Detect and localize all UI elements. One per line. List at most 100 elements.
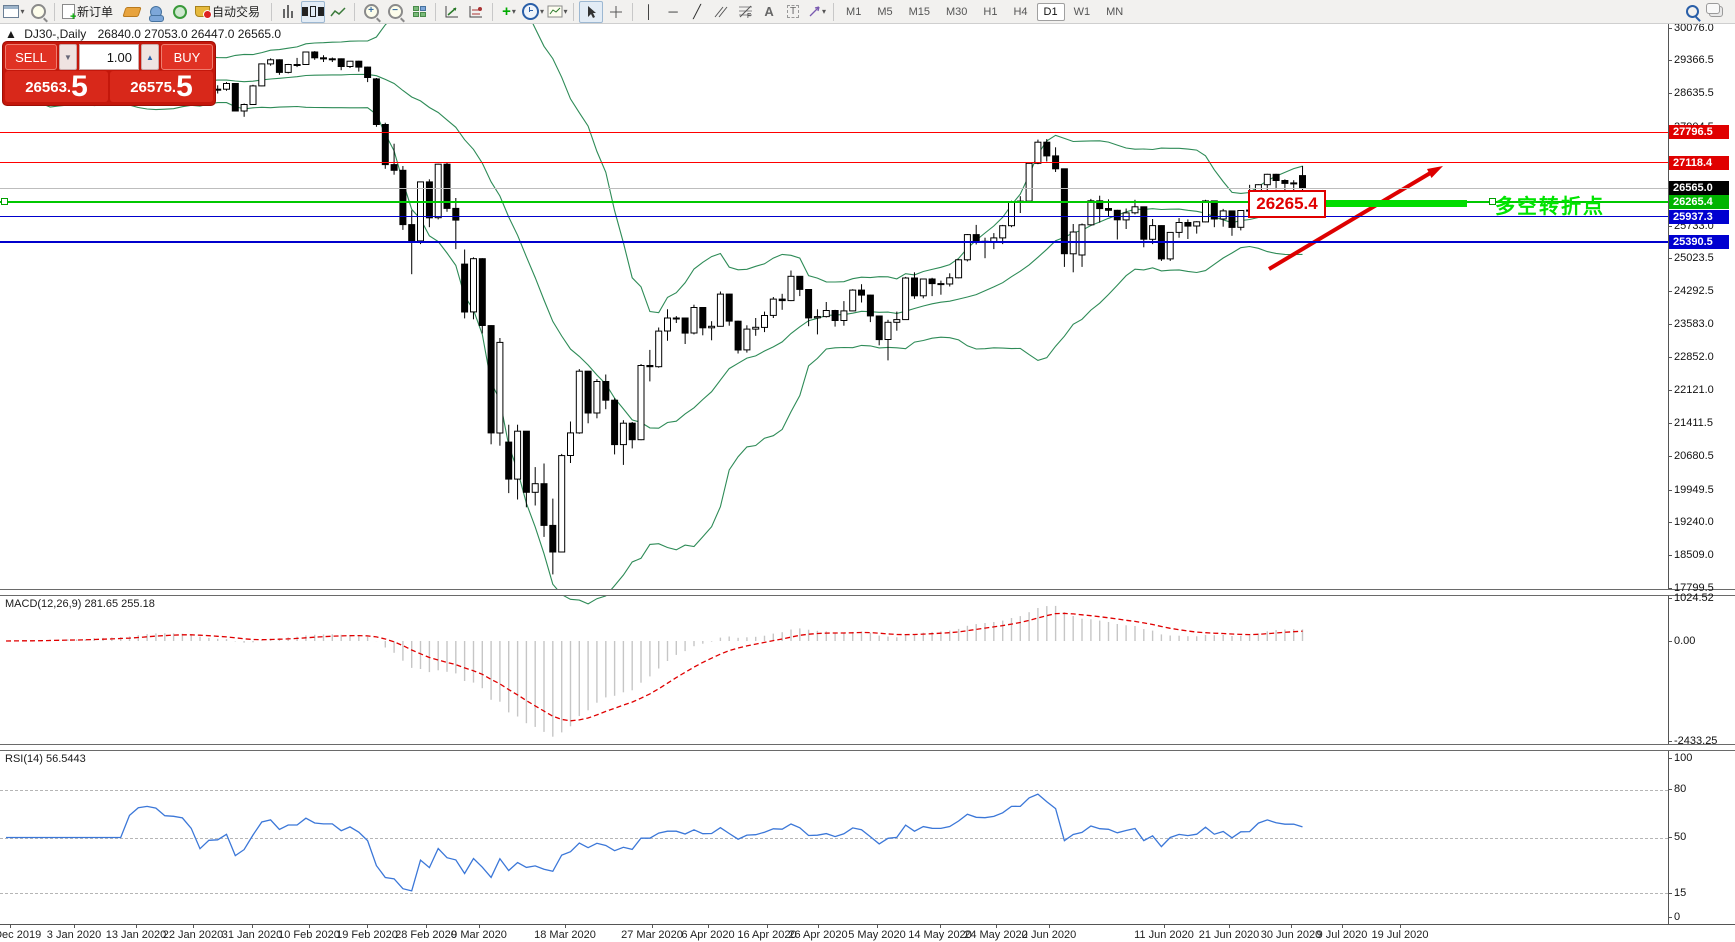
arrows-icon[interactable]: ▾ bbox=[806, 2, 828, 22]
timeframe-h1[interactable]: H1 bbox=[983, 5, 998, 18]
bar-chart-icon[interactable] bbox=[277, 2, 299, 22]
price-axis-border bbox=[1668, 24, 1669, 925]
timeframe-m1[interactable]: M1 bbox=[846, 5, 862, 18]
price-tick-label: 22852.0 bbox=[1674, 351, 1714, 364]
vertical-line-icon[interactable]: │ bbox=[644, 4, 654, 19]
add-indicator-icon[interactable]: + ▾ bbox=[502, 3, 516, 20]
macd-tick-dash bbox=[1668, 741, 1672, 742]
red-trendline[interactable] bbox=[1267, 170, 1434, 271]
separator bbox=[833, 2, 835, 21]
volume-input[interactable]: 1.00 bbox=[79, 44, 139, 70]
turning-point-note[interactable]: 多空转折点 bbox=[1495, 196, 1605, 218]
line-chart-icon[interactable] bbox=[327, 2, 349, 22]
candle-body bbox=[937, 283, 945, 286]
periods-icon[interactable]: ▾ bbox=[522, 2, 544, 22]
signals-icon[interactable] bbox=[169, 2, 191, 22]
new-order-button[interactable]: + 新订单 bbox=[60, 2, 119, 23]
buy-button[interactable]: BUY bbox=[161, 44, 213, 70]
autotrade-button[interactable]: 自动交易 bbox=[193, 2, 266, 22]
macd-splitter[interactable] bbox=[0, 589, 1735, 596]
candle-body bbox=[928, 278, 936, 285]
candlestick-chart-icon[interactable] bbox=[301, 0, 326, 23]
horizontal-level-line[interactable] bbox=[0, 240, 1668, 243]
sell-button[interactable]: SELL bbox=[5, 44, 57, 70]
cursor-icon[interactable] bbox=[579, 0, 604, 23]
timeframe-group: M1 M5 M15 M30 H1 H4 D1 W1 MN bbox=[838, 2, 1131, 21]
horizontal-level-line[interactable] bbox=[0, 131, 1668, 133]
horizontal-level-line[interactable] bbox=[0, 162, 1668, 164]
autotrade-icon bbox=[195, 6, 213, 19]
price-tick-label: 19240.0 bbox=[1674, 515, 1714, 528]
timeframe-h4[interactable]: H4 bbox=[1013, 5, 1028, 18]
tile-windows-icon[interactable] bbox=[408, 2, 430, 22]
hline-handle-left[interactable] bbox=[1, 198, 8, 205]
candle-body bbox=[884, 321, 892, 340]
time-tick-label: 27 Mar 2020 bbox=[621, 929, 683, 941]
chat-icon[interactable] bbox=[1705, 2, 1727, 22]
hline-handle-right[interactable] bbox=[1489, 198, 1496, 205]
macd-tick-label: 1024.52 bbox=[1674, 592, 1714, 605]
red-trendline-arrowhead bbox=[1427, 166, 1443, 178]
grid-icon[interactable] bbox=[465, 2, 487, 22]
candle-body bbox=[875, 315, 883, 341]
search-icon[interactable] bbox=[1681, 2, 1703, 22]
candle-body bbox=[514, 430, 522, 480]
price-tick-dash bbox=[1668, 587, 1672, 589]
text-icon[interactable]: A bbox=[764, 4, 774, 19]
timeframe-m15[interactable]: M15 bbox=[908, 5, 931, 18]
chart-window-icon[interactable]: ▾ bbox=[3, 2, 25, 22]
zoom-window-icon[interactable] bbox=[27, 2, 49, 22]
timeframe-mn[interactable]: MN bbox=[1106, 5, 1124, 18]
candle-body bbox=[461, 263, 469, 313]
volume-increase-button[interactable]: ▲ bbox=[141, 44, 159, 70]
volume-decrease-button[interactable]: ▼ bbox=[59, 44, 77, 70]
collapse-arrow-icon[interactable]: ▲ bbox=[5, 27, 17, 41]
time-tick-dash bbox=[309, 924, 310, 928]
candle-body bbox=[214, 88, 222, 91]
rsi-splitter[interactable] bbox=[0, 744, 1735, 751]
candle-body bbox=[866, 294, 874, 317]
price-tick-label: 25023.5 bbox=[1674, 252, 1714, 264]
fibonacci-icon[interactable]: F bbox=[734, 2, 756, 22]
candle-body bbox=[381, 124, 389, 166]
timeframe-w1[interactable]: W1 bbox=[1073, 5, 1091, 18]
expert-advisor-icon[interactable] bbox=[145, 2, 167, 22]
crosshair-icon[interactable] bbox=[605, 2, 627, 22]
candle-body bbox=[963, 234, 971, 261]
candle-body bbox=[540, 483, 548, 526]
trendline-icon[interactable]: ╱ bbox=[693, 3, 701, 19]
candle-body bbox=[787, 275, 795, 302]
timeframe-m5[interactable]: M5 bbox=[877, 5, 893, 18]
candle-body bbox=[805, 289, 813, 319]
zoom-in-icon[interactable]: + bbox=[360, 2, 382, 22]
candle-body bbox=[619, 422, 627, 446]
candle-body bbox=[231, 83, 239, 112]
channel-icon[interactable] bbox=[710, 2, 732, 22]
time-tick-dash bbox=[1291, 924, 1292, 928]
buy-price[interactable]: 26575. 5 bbox=[110, 71, 213, 102]
candle-body bbox=[831, 310, 839, 321]
price-badge: 26565.0 bbox=[1669, 181, 1729, 196]
time-tick-dash bbox=[877, 924, 878, 928]
svg-text:F: F bbox=[747, 13, 751, 18]
candle-body bbox=[778, 298, 786, 302]
templates-icon[interactable]: ▾ bbox=[546, 2, 568, 22]
sell-price[interactable]: 26563. 5 bbox=[5, 71, 108, 102]
auto-arrange-icon[interactable] bbox=[441, 2, 463, 22]
price-tick-label: 19949.5 bbox=[1674, 483, 1714, 496]
candle-body bbox=[522, 430, 530, 493]
text-label-icon[interactable]: T bbox=[782, 2, 804, 22]
candle-body bbox=[593, 381, 601, 414]
rsi-tick-dash bbox=[1668, 837, 1672, 838]
timeframe-m30[interactable]: M30 bbox=[946, 5, 968, 18]
price-badge: 25390.5 bbox=[1669, 234, 1729, 249]
zoom-out-icon[interactable]: − bbox=[384, 2, 406, 22]
horizontal-line-icon[interactable]: ─ bbox=[668, 4, 678, 19]
price-annotation-label[interactable]: 26265.4 bbox=[1248, 190, 1326, 218]
candle-body bbox=[999, 225, 1007, 239]
timeframe-d1[interactable]: D1 bbox=[1036, 2, 1065, 21]
horizontal-level-line[interactable] bbox=[0, 216, 1668, 218]
eraser-icon[interactable] bbox=[121, 2, 143, 22]
separator bbox=[354, 2, 356, 21]
horizontal-level-line[interactable] bbox=[0, 187, 1668, 189]
